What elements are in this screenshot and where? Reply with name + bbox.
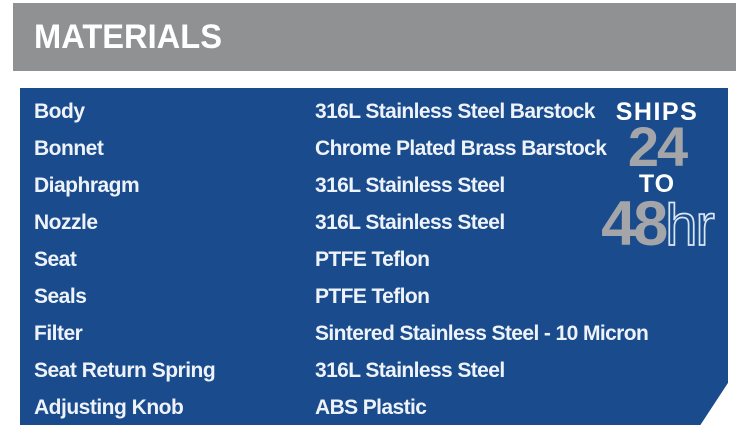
table-row: Bonnet Chrome Plated Brass Barstock xyxy=(20,130,728,167)
material-label: Nozzle xyxy=(34,210,98,234)
header-bar: MATERIALS xyxy=(13,3,736,71)
material-value: PTFE Teflon xyxy=(315,247,430,271)
material-label: Seals xyxy=(34,285,87,309)
table-row: Seals PTFE Teflon xyxy=(20,278,728,315)
page-title: MATERIALS xyxy=(34,17,222,56)
table-row: Diaphragm 316L Stainless Steel xyxy=(20,167,728,204)
badge-to-text: TO xyxy=(638,170,676,198)
table-row: Filter Sintered Stainless Steel - 10 Micr… xyxy=(20,316,728,353)
material-value: 316L Stainless Steel xyxy=(315,210,505,234)
table-row: Nozzle 316L Stainless Steel xyxy=(20,204,728,241)
material-label: Seat Return Spring xyxy=(34,359,216,383)
materials-panel: Body 316L Stainless Steel Barstock Bonnet C… xyxy=(20,88,728,425)
material-value: Chrome Plated Brass Barstock xyxy=(315,136,607,160)
table-row: Adjusting Knob ABS Plastic xyxy=(20,390,728,425)
material-label: Diaphragm xyxy=(34,173,140,197)
material-label: Body xyxy=(34,99,85,123)
badge-hr-suffix: hr xyxy=(664,193,715,258)
badge-24-number: 24 xyxy=(627,115,688,178)
material-value: ABS Plastic xyxy=(315,396,427,420)
material-label: Filter xyxy=(34,322,83,346)
material-value: 316L Stainless Steel xyxy=(315,173,505,197)
table-row: Seat Return Spring 316L Stainless Steel xyxy=(20,353,728,390)
material-value: 316L Stainless Steel Barstock xyxy=(315,99,595,123)
material-label: Adjusting Knob xyxy=(34,396,184,420)
badge-48hr-line: 48hr xyxy=(586,193,728,267)
materials-rows: Body 316L Stainless Steel Barstock Bonnet C… xyxy=(20,88,728,425)
badge-48-number: 48 xyxy=(601,189,668,259)
ships-24-to-48hr-badge: SHIPS 24 TO 48hr xyxy=(586,100,728,267)
material-value: Sintered Stainless Steel - 10 Micron xyxy=(315,322,649,346)
badge-ships-text: SHIPS xyxy=(615,98,699,126)
material-value: 316L Stainless Steel xyxy=(315,359,505,383)
table-row: Seat PTFE Teflon xyxy=(20,241,728,278)
material-label: Bonnet xyxy=(34,136,104,160)
material-value: PTFE Teflon xyxy=(315,285,430,309)
table-row: Body 316L Stainless Steel Barstock xyxy=(20,93,728,130)
material-label: Seat xyxy=(34,247,77,271)
